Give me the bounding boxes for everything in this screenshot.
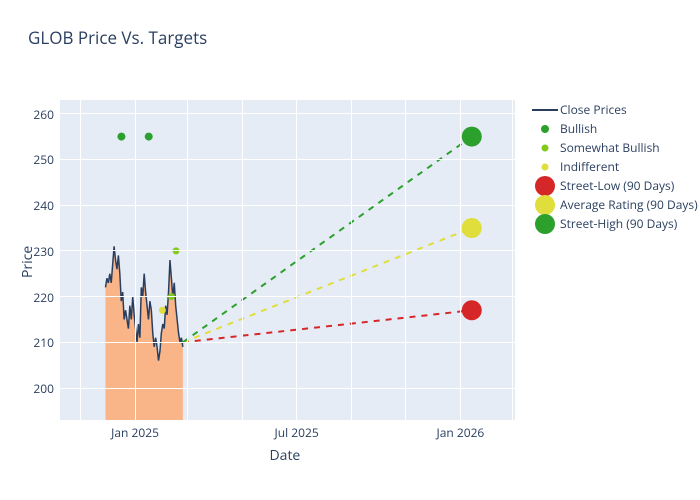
analyst-point bbox=[145, 133, 153, 141]
target-marker bbox=[462, 127, 482, 147]
legend-item: Street-High (90 Days) bbox=[530, 214, 698, 233]
x-gridline bbox=[135, 100, 136, 420]
y-tick-label: 210 bbox=[33, 334, 54, 351]
legend-item: Bullish bbox=[530, 119, 698, 138]
y-gridline bbox=[60, 296, 515, 297]
x-gridline bbox=[296, 100, 297, 420]
legend-label: Somewhat Bullish bbox=[560, 139, 660, 156]
legend-item: Street-Low (90 Days) bbox=[530, 176, 698, 195]
legend-item: Close Prices bbox=[530, 100, 698, 119]
y-tick-label: 230 bbox=[33, 243, 54, 260]
legend-item: Average Rating (90 Days) bbox=[530, 195, 698, 214]
y-tick-label: 240 bbox=[33, 197, 54, 214]
y-gridline bbox=[60, 342, 515, 343]
y-tick-label: 220 bbox=[33, 289, 54, 306]
legend-label: Indifferent bbox=[560, 158, 619, 175]
y-gridline bbox=[60, 388, 515, 389]
legend-item: Somewhat Bullish bbox=[530, 138, 698, 157]
legend-label: Close Prices bbox=[560, 101, 627, 118]
x-tick-label: Jan 2025 bbox=[105, 424, 165, 441]
legend-label: Street-High (90 Days) bbox=[560, 215, 677, 232]
x-tick-label: Jan 2026 bbox=[430, 424, 490, 441]
x-gridline-minor bbox=[242, 100, 243, 420]
y-tick-label: 200 bbox=[33, 380, 54, 397]
target-line bbox=[183, 228, 472, 342]
target-line bbox=[183, 137, 472, 343]
legend-label: Street-Low (90 Days) bbox=[560, 177, 674, 194]
y-gridline bbox=[60, 159, 515, 160]
legend: Close Prices Bullish Somewhat Bullish Indif… bbox=[530, 100, 698, 233]
y-gridline bbox=[60, 250, 515, 251]
target-marker bbox=[462, 218, 482, 238]
analyst-point bbox=[117, 133, 125, 141]
x-gridline-minor bbox=[351, 100, 352, 420]
target-line bbox=[183, 310, 472, 342]
legend-label: Average Rating (90 Days) bbox=[560, 196, 698, 213]
x-gridline-minor bbox=[512, 100, 513, 420]
x-gridline-minor bbox=[80, 100, 81, 420]
y-gridline bbox=[60, 205, 515, 206]
x-gridline bbox=[460, 100, 461, 420]
x-gridline-minor bbox=[187, 100, 188, 420]
x-tick-label: Jul 2025 bbox=[267, 424, 327, 441]
analyst-point bbox=[159, 307, 166, 314]
legend-label: Bullish bbox=[560, 120, 597, 137]
x-gridline-minor bbox=[405, 100, 406, 420]
y-tick-label: 260 bbox=[33, 106, 54, 123]
y-tick-label: 250 bbox=[33, 151, 54, 168]
legend-item: Indifferent bbox=[530, 157, 698, 176]
x-axis-label: Date bbox=[270, 446, 301, 465]
target-marker bbox=[462, 300, 482, 320]
y-gridline bbox=[60, 113, 515, 114]
